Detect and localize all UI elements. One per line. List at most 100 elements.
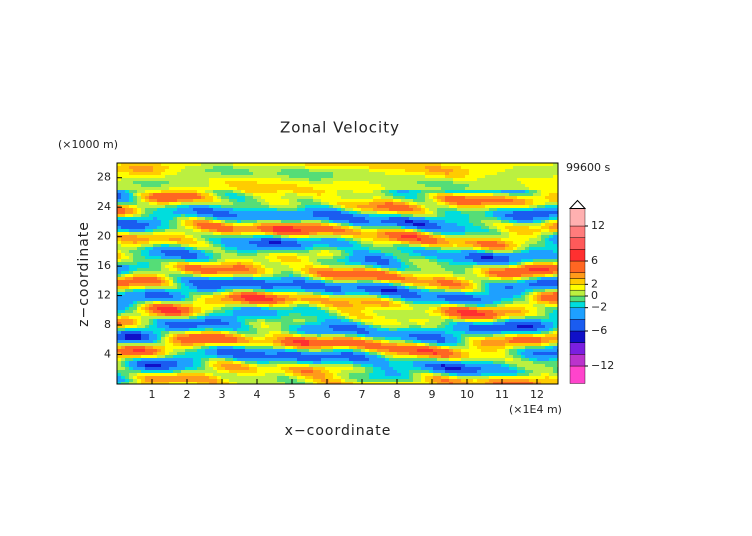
field-cell — [405, 241, 410, 245]
field-cell — [365, 277, 370, 281]
field-cell — [393, 250, 398, 254]
field-cell — [157, 181, 162, 185]
field-cell — [505, 286, 510, 290]
field-cell — [437, 181, 442, 185]
field-cell — [149, 229, 154, 233]
field-cell — [217, 244, 222, 248]
field-cell — [429, 199, 434, 203]
field-cell — [553, 241, 558, 245]
field-cell — [365, 172, 370, 176]
field-cell — [537, 238, 542, 242]
field-cell — [269, 265, 274, 269]
field-cell — [345, 259, 350, 263]
field-cell — [193, 235, 198, 239]
field-cell — [169, 208, 174, 212]
field-cell — [461, 271, 466, 275]
field-cell — [421, 211, 426, 215]
field-cell — [437, 232, 442, 236]
field-cell — [249, 175, 254, 179]
field-cell — [417, 271, 422, 275]
field-cell — [473, 247, 478, 251]
field-cell — [345, 217, 350, 221]
field-cell — [137, 262, 142, 266]
field-cell — [285, 235, 290, 239]
field-cell — [269, 256, 274, 260]
field-cell — [141, 286, 146, 290]
field-cell — [481, 196, 486, 200]
field-cell — [245, 235, 250, 239]
field-cell — [345, 184, 350, 188]
field-cell — [301, 268, 306, 272]
field-cell — [177, 226, 182, 230]
field-cell — [289, 253, 294, 257]
field-cell — [373, 286, 378, 290]
field-cell — [537, 184, 542, 188]
field-cell — [541, 175, 546, 179]
field-cell — [329, 259, 334, 263]
field-cell — [209, 178, 214, 182]
field-cell — [497, 289, 502, 293]
field-cell — [517, 199, 522, 203]
field-cell — [385, 295, 390, 299]
field-cell — [201, 232, 206, 236]
field-cell — [209, 259, 214, 263]
field-cell — [377, 163, 382, 167]
field-cell — [397, 295, 402, 299]
field-cell — [181, 199, 186, 203]
field-cell — [193, 226, 198, 230]
field-cell — [253, 274, 258, 278]
field-cell — [413, 238, 418, 242]
field-cell — [337, 184, 342, 188]
field-cell — [369, 196, 374, 200]
field-cell — [501, 232, 506, 236]
field-cell — [261, 199, 266, 203]
field-cell — [469, 229, 474, 233]
field-cell — [453, 217, 458, 221]
field-cell — [153, 259, 158, 263]
field-cell — [257, 256, 262, 260]
field-cell — [453, 277, 458, 281]
field-cell — [193, 199, 198, 203]
field-cell — [445, 283, 450, 287]
field-cell — [533, 277, 538, 281]
field-cell — [449, 244, 454, 248]
field-cell — [177, 175, 182, 179]
field-cell — [189, 169, 194, 173]
field-cell — [301, 172, 306, 176]
field-cell — [321, 184, 326, 188]
field-cell — [361, 217, 366, 221]
field-cell — [405, 178, 410, 182]
field-cell — [169, 214, 174, 218]
field-cell — [325, 184, 330, 188]
field-cell — [189, 232, 194, 236]
field-cell — [337, 172, 342, 176]
field-cell — [381, 223, 386, 227]
field-cell — [497, 235, 502, 239]
field-cell — [393, 172, 398, 176]
field-cell — [361, 163, 366, 167]
field-cell — [133, 277, 138, 281]
field-cell — [389, 295, 394, 299]
field-cell — [541, 223, 546, 227]
field-cell — [537, 274, 542, 278]
field-cell — [137, 283, 142, 287]
field-cell — [261, 262, 266, 266]
field-cell — [481, 229, 486, 233]
field-cell — [517, 271, 522, 275]
field-cell — [217, 196, 222, 200]
field-cell — [137, 268, 142, 272]
field-cell — [313, 274, 318, 278]
field-cell — [201, 190, 206, 194]
field-cell — [345, 268, 350, 272]
contour-field — [117, 163, 559, 385]
field-cell — [245, 250, 250, 254]
field-cell — [389, 229, 394, 233]
field-cell — [221, 292, 226, 296]
field-cell — [469, 166, 474, 170]
field-cell — [365, 190, 370, 194]
field-cell — [205, 244, 210, 248]
field-cell — [253, 178, 258, 182]
field-cell — [237, 280, 242, 284]
field-cell — [549, 271, 554, 275]
field-cell — [493, 280, 498, 284]
